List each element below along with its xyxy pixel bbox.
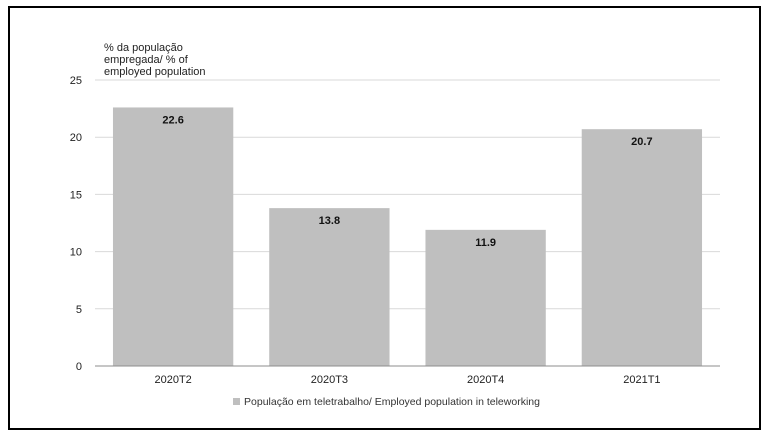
data-label: 22.6 (162, 114, 183, 126)
data-label: 20.7 (631, 136, 652, 148)
y-tick-labels: 0 5 10 15 20 25 (70, 75, 82, 373)
data-label: 11.9 (475, 237, 496, 249)
x-tick-label: 2020T4 (467, 374, 504, 386)
legend-swatch (233, 398, 241, 405)
y-tick-label: 10 (70, 247, 82, 259)
y-tick-label: 20 (70, 132, 82, 144)
y-tick-label: 15 (70, 189, 82, 201)
data-label: 13.8 (319, 215, 340, 227)
y-axis-title: % da população empregada/ % of employed … (104, 42, 206, 78)
y-tick-label: 5 (76, 304, 82, 316)
y-tick-label: 0 (76, 361, 82, 373)
bars (112, 107, 703, 367)
bar (425, 229, 546, 366)
legend: População em teletrabalho/ Employed popu… (0, 396, 773, 408)
x-tick-labels: 2020T2 2020T3 2020T4 2021T1 (154, 374, 660, 386)
x-tick-label: 2020T3 (311, 374, 348, 386)
x-tick-label: 2020T2 (154, 374, 191, 386)
bar (112, 107, 234, 367)
bar (581, 129, 703, 366)
bar (269, 208, 390, 366)
legend-label: População em teletrabalho/ Employed popu… (244, 396, 540, 408)
y-tick-label: 25 (70, 75, 82, 87)
data-labels: 22.6 13.8 11.9 20.7 (162, 114, 652, 248)
x-tick-label: 2021T1 (623, 374, 660, 386)
